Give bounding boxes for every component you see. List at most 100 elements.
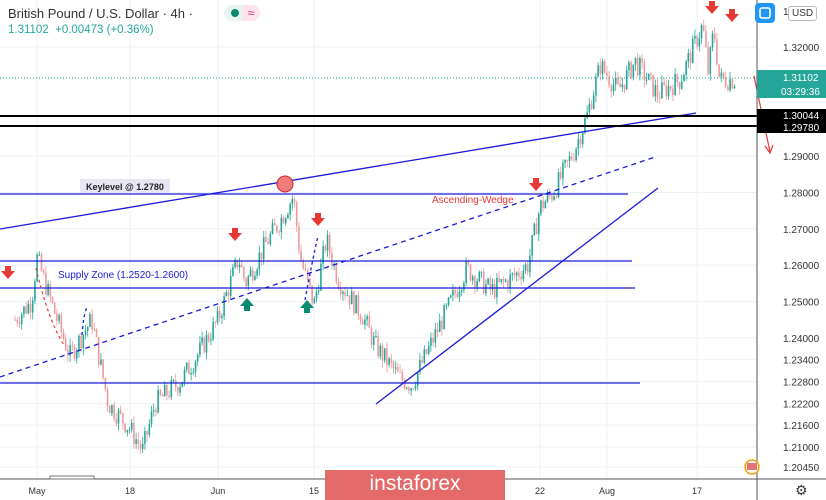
fullscreen-icon[interactable] — [755, 3, 775, 23]
instaforex-logo: instaforex — [325, 470, 505, 500]
candle — [119, 410, 122, 414]
candle — [683, 74, 685, 82]
candle — [53, 302, 56, 314]
candle — [709, 47, 712, 74]
red-down-arrow-icon — [311, 213, 325, 226]
candle — [509, 274, 511, 289]
currency-button[interactable]: USD — [788, 6, 818, 21]
candle — [381, 345, 384, 361]
candle — [568, 156, 571, 161]
candle — [698, 38, 701, 47]
candle — [71, 345, 74, 347]
y-tick-label: 1.32000 — [783, 43, 820, 54]
candle — [606, 72, 608, 77]
candle — [320, 263, 322, 291]
candle — [408, 387, 410, 391]
candle — [47, 283, 49, 295]
candle — [667, 86, 670, 97]
candle — [326, 235, 329, 251]
candle — [493, 284, 496, 298]
candle — [590, 104, 593, 109]
candle — [416, 372, 419, 386]
y-tick-label: 1.22800 — [783, 378, 820, 389]
candle — [339, 288, 342, 294]
dashed-trendline — [0, 156, 656, 378]
candle — [25, 306, 27, 314]
candle — [117, 410, 120, 424]
candle — [364, 319, 366, 325]
candle — [40, 254, 43, 271]
candle — [359, 315, 362, 321]
candle — [529, 255, 531, 273]
candle — [399, 371, 401, 373]
candle — [733, 86, 736, 89]
candle — [599, 65, 602, 74]
candle — [161, 394, 164, 397]
candle — [271, 223, 274, 234]
candle — [216, 310, 219, 323]
candle — [190, 372, 192, 375]
gear-icon[interactable]: ⚙ — [795, 482, 808, 498]
level-2-label: 1.29780 — [783, 123, 820, 134]
candle — [513, 273, 516, 276]
x-tick-label: Jun — [211, 486, 226, 496]
time-axis[interactable]: May 18 Jun 15 22 Aug 17 — [28, 486, 702, 496]
candle — [304, 268, 307, 270]
candle — [410, 388, 412, 391]
wedge-lower-line — [375, 187, 659, 405]
candle — [445, 305, 448, 307]
candle — [676, 74, 679, 83]
candle — [645, 79, 648, 81]
candle — [386, 348, 388, 366]
candle — [546, 193, 549, 202]
x-tick-label: 22 — [535, 486, 545, 496]
candle — [346, 295, 349, 297]
event-flag-icon[interactable] — [744, 459, 760, 475]
candle — [601, 61, 604, 74]
candle — [390, 358, 393, 363]
candle — [126, 429, 129, 433]
candle — [628, 62, 630, 71]
dashed-swing — [304, 235, 319, 301]
candle — [432, 337, 434, 343]
dashed-swing-2 — [81, 305, 89, 336]
candle — [570, 156, 573, 160]
candle — [273, 223, 276, 226]
candle — [551, 195, 553, 200]
candle — [328, 235, 331, 254]
candle — [357, 295, 360, 316]
candle — [73, 346, 76, 359]
candle — [438, 320, 441, 333]
y-tick-label: 1.28000 — [783, 188, 820, 199]
candle — [720, 72, 723, 77]
rejection-circle — [276, 175, 294, 193]
candle — [727, 86, 729, 91]
candle — [199, 342, 201, 355]
green-up-arrow-icon — [240, 298, 254, 311]
x-tick-label: Aug — [599, 486, 615, 496]
candle — [458, 291, 461, 298]
candle — [20, 314, 23, 325]
candle — [234, 259, 236, 267]
candle — [95, 329, 98, 338]
candle — [724, 77, 727, 87]
candle — [412, 388, 415, 390]
market-status-pill[interactable]: ≈ — [224, 5, 260, 21]
candle — [643, 62, 646, 81]
candle — [232, 266, 234, 276]
candle — [256, 269, 258, 276]
candle — [405, 387, 408, 389]
price-change-pct: (+0.36%) — [106, 24, 154, 36]
candle — [465, 261, 467, 283]
candle — [425, 349, 428, 354]
green-up-arrow-icon — [300, 300, 314, 313]
candle — [564, 160, 566, 163]
candle — [397, 367, 399, 372]
candle — [82, 334, 85, 349]
candle — [661, 82, 663, 99]
candle — [207, 334, 210, 341]
candle — [403, 380, 406, 389]
candle — [157, 390, 159, 413]
price-axis[interactable]: 1.32000 1.29000 1.28000 1.27000 1.26000 1.250… — [783, 43, 820, 474]
